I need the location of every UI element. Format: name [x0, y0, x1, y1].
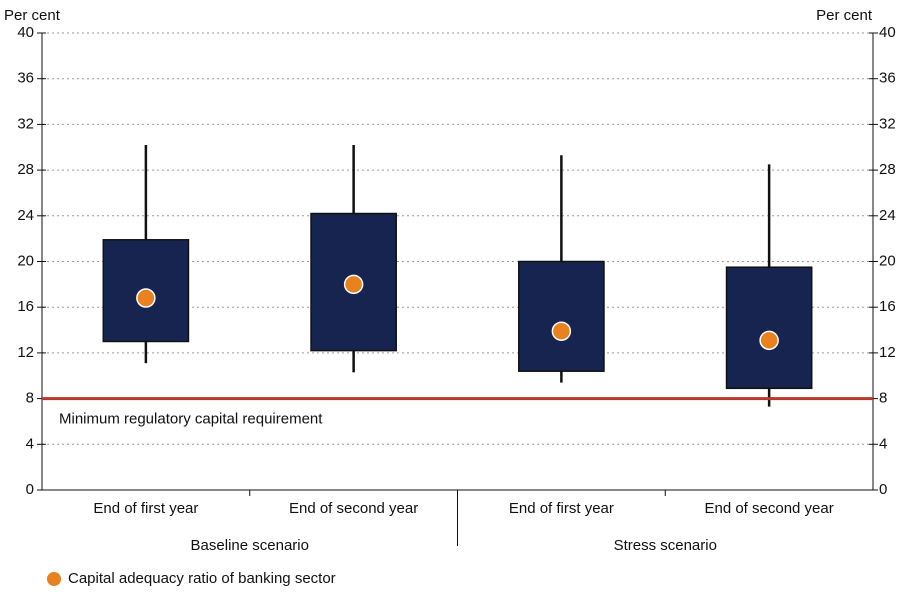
y-tick-label-left: 28	[17, 161, 34, 178]
y-tick-label-right: 0	[879, 481, 887, 498]
y-tick-label-left: 12	[17, 344, 34, 361]
box	[725, 266, 813, 390]
y-tick-label-right: 32	[879, 115, 896, 132]
y-tick-label-left: 0	[26, 481, 34, 498]
y-tick-label-left: 4	[26, 435, 34, 452]
y-axis-label-left: Per cent	[4, 7, 61, 24]
y-tick-label-left: 8	[26, 390, 34, 407]
y-tick-label-right: 20	[879, 252, 896, 269]
y-tick-label-right: 12	[879, 344, 896, 361]
y-tick-label-right: 4	[879, 435, 887, 452]
y-tick-label-left: 36	[17, 70, 34, 87]
group-label: Stress scenario	[614, 537, 717, 554]
y-tick-label-left: 16	[17, 298, 34, 315]
data-point	[343, 274, 364, 295]
x-tick-label: End of first year	[93, 500, 198, 517]
data-point	[136, 288, 156, 308]
x-tick-label: End of first year	[509, 500, 614, 517]
box	[518, 260, 605, 372]
y-tick-label-right: 16	[879, 298, 896, 315]
data-point	[759, 330, 779, 351]
reference-label: Minimum regulatory capital requirement	[59, 411, 323, 428]
legend-marker	[47, 572, 61, 586]
y-tick-label-right: 36	[879, 70, 896, 87]
legend-label: Capital adequacy ratio of banking sector	[68, 570, 336, 587]
y-tick-label-left: 32	[17, 115, 34, 132]
y-tick-label-right: 28	[879, 161, 896, 178]
y-tick-label-right: 24	[879, 207, 896, 224]
x-tick-label: End of second year	[289, 500, 418, 517]
group-label: Baseline scenario	[191, 537, 309, 554]
y-axis-label-right: Per cent	[816, 7, 873, 24]
data-point	[551, 321, 572, 341]
x-tick-label: End of second year	[704, 500, 833, 517]
y-tick-label-left: 24	[17, 207, 34, 224]
y-tick-label-left: 20	[17, 252, 34, 269]
y-tick-label-right: 8	[879, 390, 887, 407]
y-tick-label-right: 40	[879, 24, 896, 41]
y-tick-label-left: 40	[17, 24, 34, 41]
